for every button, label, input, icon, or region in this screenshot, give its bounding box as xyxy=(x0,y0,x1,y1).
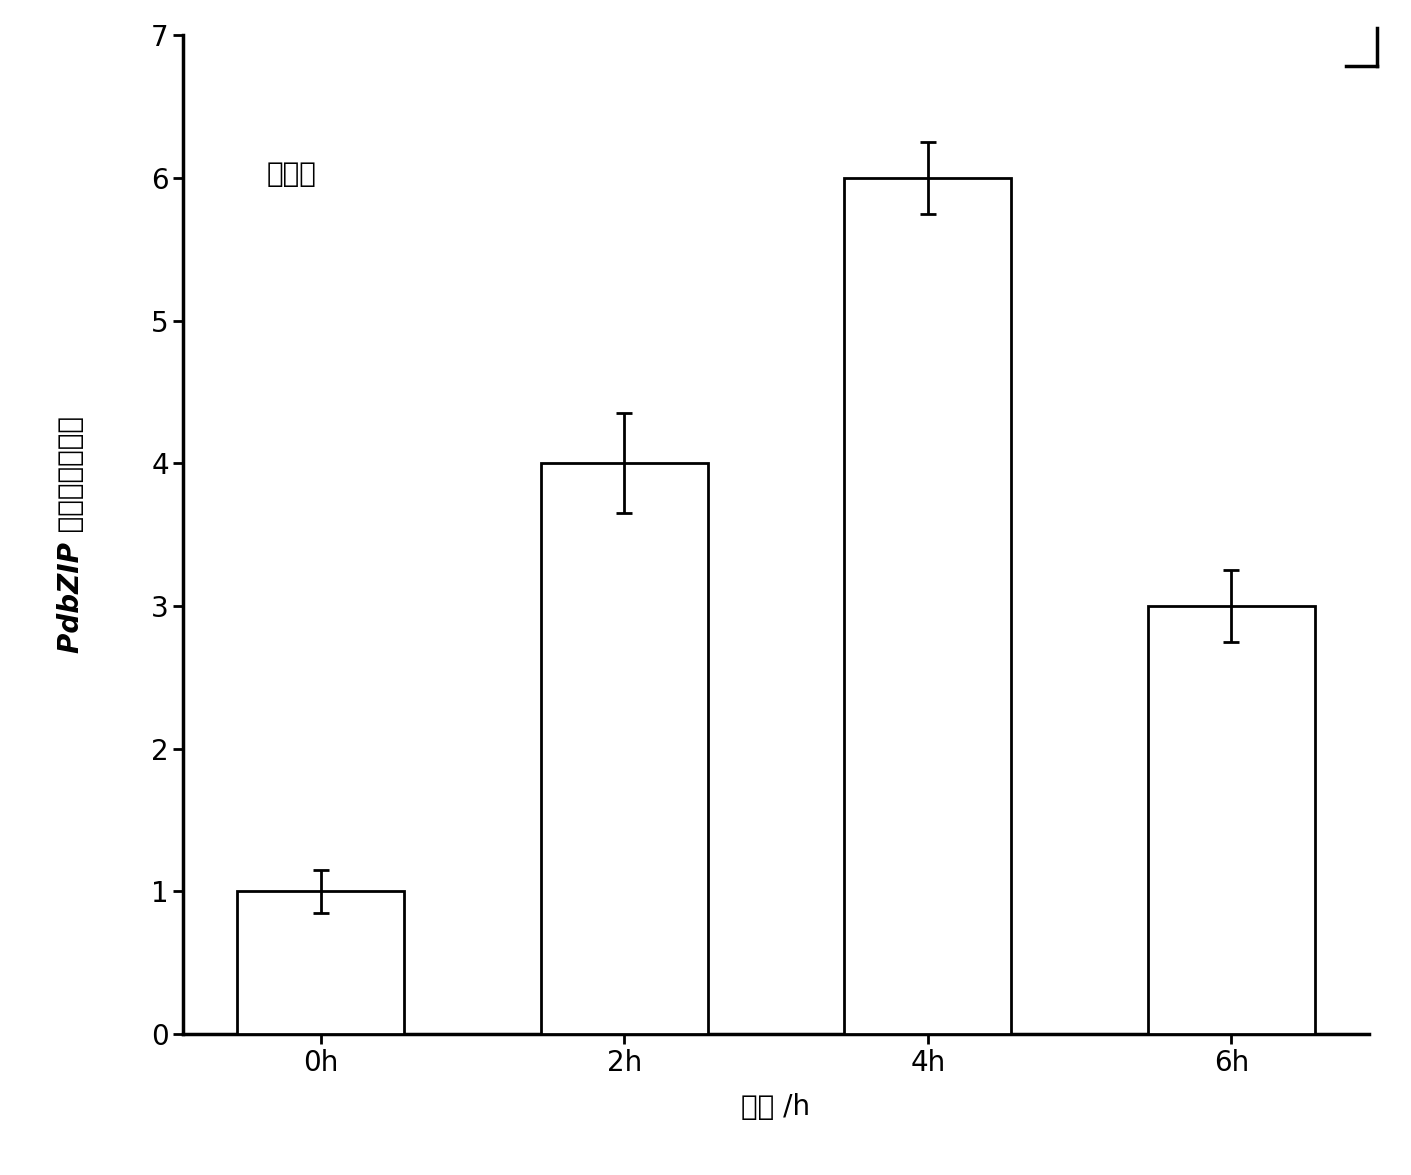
Text: 盐处理: 盐处理 xyxy=(267,160,316,188)
X-axis label: 时间 /h: 时间 /h xyxy=(742,1093,810,1121)
Text: PdbZIP 基因相对表达量: PdbZIP 基因相对表达量 xyxy=(56,416,85,653)
Bar xyxy=(844,177,1012,1034)
Bar xyxy=(237,892,404,1034)
Bar xyxy=(1149,606,1315,1034)
Bar xyxy=(540,463,708,1034)
